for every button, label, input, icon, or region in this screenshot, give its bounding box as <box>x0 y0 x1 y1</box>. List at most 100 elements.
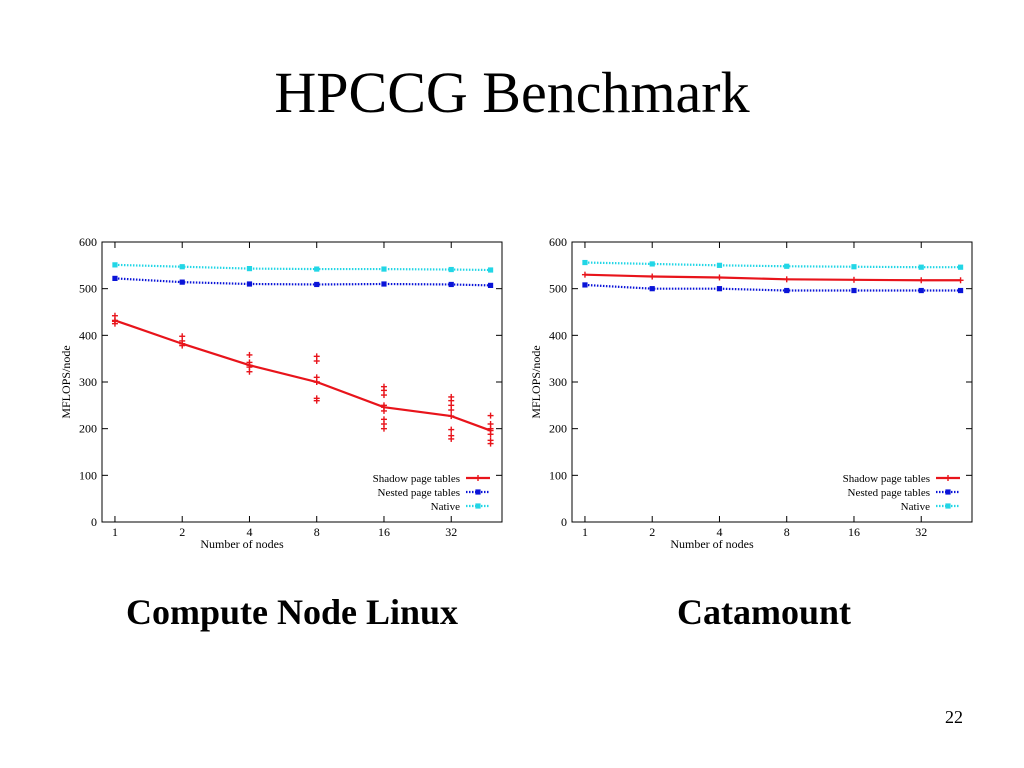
chart-1-series-shadow-page-tables-point-2 <box>716 274 723 281</box>
chart-1-legend-marker-shadow-page-tables <box>945 475 951 481</box>
chart-1-series-nested-page-tables-point-6 <box>957 287 964 294</box>
chart-0-legend-marker-shadow-page-tables <box>475 475 481 481</box>
chart-0-scatter-point-31 <box>487 412 494 419</box>
chart-0-series-native-point-5 <box>448 266 454 273</box>
chart-1-ytick-label-400: 400 <box>549 328 567 342</box>
chart-0-series-shadow-page-tables-line <box>114 319 491 432</box>
chart-0-scatter-point-6 <box>246 351 253 358</box>
chart-1-ylabel: MFLOPS/node <box>529 345 543 418</box>
chart-0-series-nested-page-tables-point-4 <box>381 281 387 287</box>
chart-0-scatter-point-28 <box>448 426 455 433</box>
chart-0-series-nested-page-tables-line <box>114 277 491 287</box>
chart-0-scatter-point-27 <box>448 407 455 413</box>
chart-1-series-nested-page-tables-point-0 <box>582 282 588 288</box>
chart-0-ytick-label-100: 100 <box>79 468 97 482</box>
chart-0-scatter <box>111 312 494 447</box>
chart-1-ytick-label-100: 100 <box>549 468 567 482</box>
chart-1-ytick-label-600: 600 <box>549 235 567 249</box>
chart-0-scatter-point-36 <box>487 440 494 447</box>
chart-0-series-native-point-6 <box>487 267 494 273</box>
chart-0-xtick-label-2: 2 <box>179 525 185 539</box>
chart-0-series-native-point-3 <box>314 266 320 272</box>
chart-0-series-nested-page-tables-point-6 <box>487 282 494 288</box>
chart-catamount: 0 100 200 300 400 500 600 1 2 4 8 16 32 Number of nod… <box>529 235 973 551</box>
chart-1-series-native-point-6 <box>957 264 964 270</box>
chart-0-ytick-label-500: 500 <box>79 282 97 296</box>
chart-1-series-native-point-2 <box>716 262 723 268</box>
chart-1-series-native-line <box>584 261 961 269</box>
chart-0-xtick-label-16: 16 <box>378 525 390 539</box>
chart-1-series-native-point-1 <box>649 261 655 267</box>
chart-0-ytick-label-200: 200 <box>79 422 97 436</box>
page-number: 22 <box>945 707 963 727</box>
caption-compute-node-linux: Compute Node Linux <box>125 592 459 632</box>
chart-0-xtick-label-1: 1 <box>112 525 118 539</box>
chart-0-ytick-label-300: 300 <box>79 375 97 389</box>
chart-0-ylabel: MFLOPS/node <box>59 345 73 418</box>
chart-compute-node-linux: 0 100 200 300 400 500 600 1 2 4 8 16 32 Number of nod… <box>59 235 503 551</box>
chart-1-legend-label-nested-page-tables: Nested page tables <box>848 487 930 499</box>
chart-1-series-nested-page-tables-point-3 <box>784 287 790 294</box>
chart-1-xtick-label-2: 2 <box>649 525 655 539</box>
chart-0-series-native-point-1 <box>179 264 185 270</box>
chart-0-series-shadow-page-tables-point-6 <box>487 427 494 434</box>
chart-1-legend-marker-nested-page-tables <box>945 489 951 495</box>
chart-1-ytick-label-200: 200 <box>549 422 567 436</box>
chart-0-scatter-point-15 <box>313 397 320 404</box>
chart-1-legend-marker-native <box>945 503 951 509</box>
chart-0-scatter-point-23 <box>380 425 387 432</box>
chart-1-xtick-label-4: 4 <box>716 525 722 539</box>
chart-0-series-shadow-page-tables <box>111 317 494 434</box>
chart-1-series-nested-page-tables-point-5 <box>918 287 924 294</box>
chart-1-xtick-label-32: 32 <box>915 525 927 539</box>
chart-0-legend-marker-nested-page-tables <box>475 489 481 495</box>
chart-0-xlabel: Number of nodes <box>200 537 284 551</box>
chart-1-xtick-label-1: 1 <box>582 525 588 539</box>
chart-1-series-nested-page-tables-line <box>584 283 961 292</box>
chart-0-legend-marker-native <box>475 503 481 509</box>
chart-1-series-shadow-page-tables-point-3 <box>783 276 790 283</box>
chart-1-series-shadow-page-tables-point-4 <box>850 276 857 283</box>
chart-0-series-native-line <box>114 263 491 272</box>
chart-1-series-nested-page-tables-point-4 <box>851 287 857 294</box>
chart-1-ytick-label-0: 0 <box>561 515 567 529</box>
chart-1-xtick-label-8: 8 <box>784 525 790 539</box>
chart-0-series-nested-page-tables-point-3 <box>314 281 320 288</box>
chart-0-series-native-point-2 <box>246 266 253 272</box>
chart-0-series-nested-page-tables <box>112 275 494 288</box>
chart-1-series-nested-page-tables-point-1 <box>649 286 655 292</box>
chart-0-series-shadow-page-tables-point-3 <box>313 379 320 385</box>
chart-0-series-shadow-page-tables-point-1 <box>179 340 186 347</box>
chart-0-legend: Shadow page tables Nested page tables Nati… <box>373 473 490 513</box>
chart-1-series-native <box>582 259 964 270</box>
chart-0-legend-label-shadow-page-tables: Shadow page tables <box>373 473 460 485</box>
chart-1-series-nested-page-tables-point-2 <box>716 286 723 292</box>
chart-1-ytick-label-300: 300 <box>549 375 567 389</box>
chart-0-ytick-label-600: 600 <box>79 235 97 249</box>
chart-1-legend-label-shadow-page-tables: Shadow page tables <box>843 473 930 485</box>
chart-0-scatter-point-9 <box>246 368 253 375</box>
chart-0-series-native-point-0 <box>112 262 118 268</box>
chart-1-xtick-label-16: 16 <box>848 525 860 539</box>
chart-1-series-native-point-5 <box>918 264 924 270</box>
chart-0-series-shadow-page-tables-point-0 <box>111 317 118 324</box>
chart-1-series-native-point-0 <box>582 259 588 266</box>
chart-0-series-shadow-page-tables-point-2 <box>246 362 253 369</box>
chart-0-series-shadow-page-tables-point-4 <box>380 404 387 411</box>
chart-0-series-native <box>112 262 494 273</box>
chart-1-legend-label-native: Native <box>901 501 930 513</box>
chart-0-scatter-point-11 <box>313 358 320 364</box>
chart-1-series-shadow-page-tables <box>581 271 964 284</box>
chart-0-ytick-label-0: 0 <box>91 515 97 529</box>
chart-0-series-nested-page-tables-point-1 <box>179 279 185 285</box>
chart-1-series-native-point-4 <box>851 264 857 270</box>
chart-1-xlabel: Number of nodes <box>670 537 754 551</box>
chart-1-legend: Shadow page tables Nested page tables Nati… <box>843 473 960 513</box>
chart-1-series-shadow-page-tables-point-6 <box>957 277 964 284</box>
slide-title: HPCCG Benchmark <box>274 60 750 125</box>
chart-0-ytick-label-400: 400 <box>79 328 97 342</box>
chart-0-series-nested-page-tables-point-2 <box>246 281 253 287</box>
chart-0-scatter-point-30 <box>448 435 455 442</box>
chart-1-series-native-point-3 <box>784 263 790 269</box>
